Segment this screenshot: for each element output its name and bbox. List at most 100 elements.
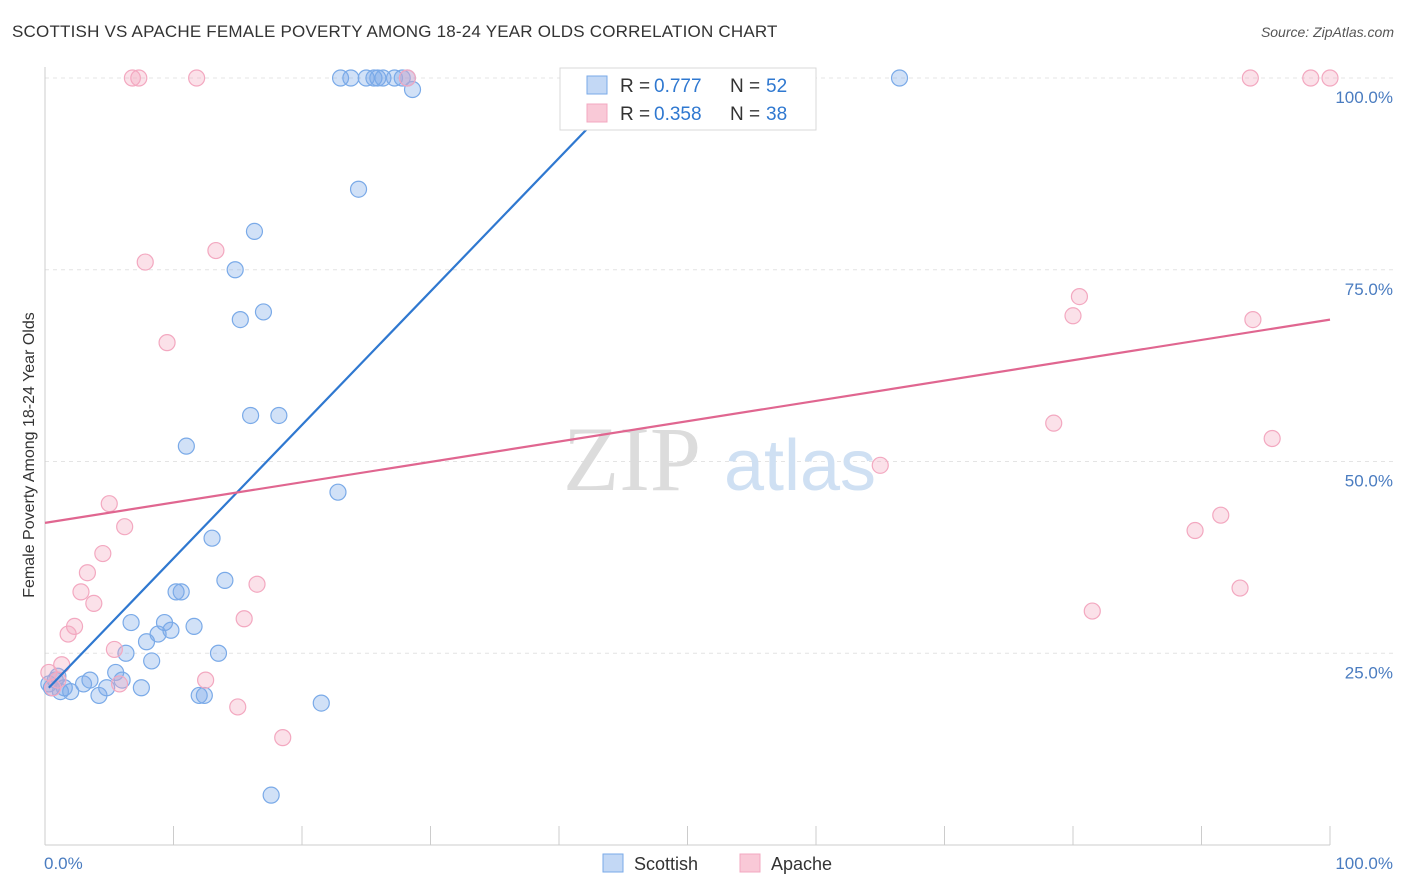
scottish-point-44 (369, 69, 387, 87)
legend-n-label-scottish: N = (730, 76, 760, 97)
y-tick-label-0: 100.0% (1335, 88, 1393, 107)
scottish-point-10 (98, 679, 116, 697)
legend-n-value-apache: 38 (766, 104, 787, 125)
y-tick-label-3: 25.0% (1345, 663, 1393, 682)
watermark: ZIP atlas (563, 408, 876, 510)
scottish-point-14 (122, 613, 140, 632)
apache-point-23 (248, 575, 266, 593)
scottish-point-25 (190, 686, 208, 705)
axes-layer: 100.0% 75.0% 50.0% 25.0% (44, 67, 1393, 846)
apache-point-32 (1212, 506, 1230, 524)
apache-point-30 (1083, 602, 1101, 620)
apache-point-21 (229, 698, 247, 716)
scottish-point-29 (216, 571, 234, 589)
apache-point-38 (1321, 69, 1339, 87)
scottish-trend-line (48, 77, 637, 689)
source-label: Source: ZipAtlas.com (1260, 24, 1394, 40)
scottish-point-51 (890, 69, 909, 87)
scottish-point-26 (195, 686, 213, 705)
apache-point-5 (65, 617, 84, 636)
apache-point-13 (116, 518, 134, 536)
scottish-point-17 (143, 652, 161, 670)
scottish-point-27 (203, 529, 221, 547)
apache-point-22 (235, 610, 253, 628)
legend-swatch-apache (586, 103, 608, 123)
scottish-point-22 (172, 583, 190, 601)
legend-r-label-scottish: R = (620, 76, 650, 97)
apache-point-27 (1045, 414, 1063, 432)
apache-point-19 (197, 671, 215, 689)
apache-point-17 (158, 334, 176, 352)
y-axis-label: Female Poverty Among 18-24 Year Olds (21, 312, 38, 598)
legend-swatch-scottish (586, 75, 608, 95)
legend-r-value-apache: 0.358 (654, 104, 702, 125)
y-tick-label-1: 75.0% (1345, 280, 1393, 299)
grid-layer (45, 77, 1393, 654)
legend-n-label-apache: N = (730, 104, 760, 125)
scottish-point-24 (185, 617, 203, 636)
scottish-point-32 (242, 406, 260, 425)
apache-point-25 (398, 69, 416, 87)
scottish-point-47 (393, 69, 411, 87)
apache-point-15 (130, 69, 148, 87)
legend-r-label-apache: R = (620, 104, 650, 125)
scottish-point-38 (329, 483, 347, 501)
apache-point-6 (72, 583, 90, 601)
legend-n-value-scottish: 52 (766, 76, 787, 97)
apache-point-18 (188, 69, 206, 87)
apache-point-37 (1302, 69, 1320, 87)
apache-point-20 (207, 241, 225, 260)
apache-point-16 (136, 253, 154, 271)
scottish-point-33 (245, 222, 264, 240)
scottish-point-36 (270, 406, 288, 425)
apache-point-14 (123, 69, 141, 87)
scottish-point-43 (365, 69, 383, 87)
scottish-point-34 (254, 303, 273, 321)
series-legend: Scottish Apache (602, 853, 832, 874)
apache-point-7 (78, 564, 97, 582)
apache-point-24 (274, 729, 292, 747)
apache-point-12 (110, 675, 129, 693)
scottish-point-8 (81, 671, 99, 689)
trend-layer (44, 77, 1331, 689)
series-legend-swatch-scottish (602, 853, 624, 873)
y-tick-label-2: 50.0% (1345, 472, 1393, 491)
scottish-point-28 (209, 644, 228, 662)
apache-point-33 (1231, 579, 1249, 597)
watermark-zip: ZIP (563, 408, 701, 510)
chart-title: SCOTTISH VS APACHE FEMALE POVERTY AMONG … (12, 22, 778, 41)
apache-point-10 (100, 495, 118, 513)
apache-point-34 (1241, 69, 1259, 87)
scottish-point-31 (231, 311, 249, 329)
apache-point-11 (105, 640, 123, 659)
scottish-point-6 (62, 682, 80, 701)
apache-point-3 (53, 656, 71, 674)
scottish-point-30 (226, 261, 244, 279)
scottish-point-23 (177, 437, 195, 455)
legend-r-value-scottish: 0.777 (654, 76, 702, 97)
apache-point-26 (871, 456, 889, 474)
scottish-point-21 (167, 583, 185, 601)
points-layer (40, 69, 1339, 804)
series-legend-label-apache: Apache (771, 854, 832, 874)
scottish-point-37 (312, 694, 330, 712)
watermark-atlas: atlas (724, 426, 876, 506)
apache-point-29 (1070, 287, 1089, 306)
stats-legend: R = 0.777 N = 52 R = 0.358 N = 38 (559, 67, 817, 131)
series-legend-label-scottish: Scottish (634, 854, 698, 874)
scottish-point-40 (342, 69, 360, 87)
x-tick-min: 0.0% (44, 854, 83, 873)
apache-trend-line (44, 318, 1331, 524)
series-legend-swatch-apache (739, 853, 761, 873)
scottish-point-41 (349, 180, 368, 198)
apache-point-28 (1064, 307, 1082, 325)
apache-point-35 (1244, 311, 1262, 329)
apache-point-9 (94, 544, 112, 563)
scottish-point-35 (262, 786, 280, 804)
scottish-point-15 (132, 679, 150, 697)
apache-point-36 (1263, 429, 1281, 448)
scottish-point-20 (162, 621, 180, 639)
x-tick-max: 100.0% (1335, 854, 1393, 873)
apache-point-8 (85, 594, 103, 612)
